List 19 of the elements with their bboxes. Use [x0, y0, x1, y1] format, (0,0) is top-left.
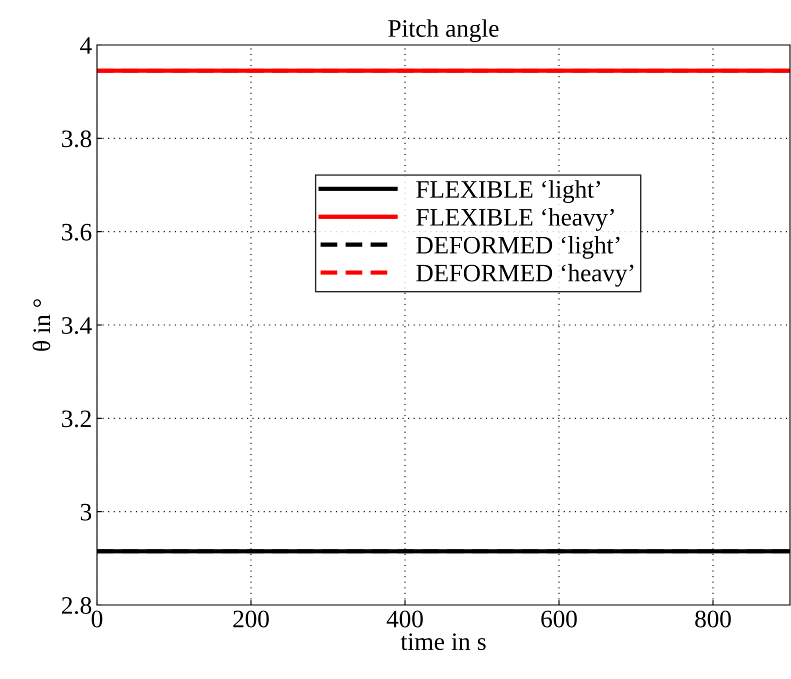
x-tick-label: 0: [92, 610, 102, 628]
x-tick-label: 200: [233, 610, 269, 628]
y-tick-label: 3.8: [62, 130, 92, 148]
y-axis-title: θ in °: [32, 299, 50, 351]
y-tick-label: 3.2: [62, 410, 91, 428]
legend-label: FLEXIBLE ‘heavy’: [416, 208, 614, 231]
y-tick-label: 4: [80, 37, 92, 54]
y-tick-label: 3: [80, 504, 92, 521]
y-tick-label: 3.4: [62, 317, 92, 334]
y-tick-label: 3.6: [62, 224, 92, 241]
y-tick-label: 2.8: [62, 597, 92, 614]
x-axis-title: time in s: [400, 633, 486, 650]
x-tick-label: 400: [386, 610, 423, 628]
x-tick-label: 600: [541, 610, 577, 628]
chart-title: Pitch angle: [388, 19, 499, 42]
legend-label: DEFORMED ‘heavy’: [416, 264, 634, 287]
x-tick-label: 800: [695, 610, 731, 628]
legend-label: DEFORMED ‘light’: [416, 236, 620, 259]
legend-label: FLEXIBLE ‘light’: [416, 180, 600, 203]
